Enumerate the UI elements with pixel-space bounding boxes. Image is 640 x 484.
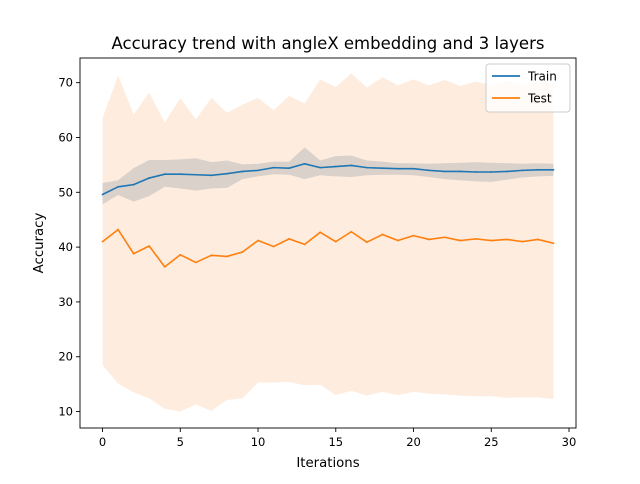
data-point-test: [552, 242, 555, 245]
data-point-test: [537, 238, 539, 241]
data-point-test: [412, 234, 415, 237]
data-point-train: [288, 167, 291, 170]
data-point-test: [148, 245, 151, 247]
data-point-test: [381, 233, 384, 236]
chart-title: Accuracy trend with angleX embedding and…: [112, 34, 545, 53]
data-point-test: [257, 239, 259, 242]
data-point-train: [397, 167, 399, 170]
data-point-train: [443, 170, 446, 173]
data-point-test: [319, 231, 322, 234]
y-tick-label: 70: [58, 76, 73, 90]
data-point-test: [490, 239, 493, 242]
x-tick-label: 25: [484, 435, 499, 449]
x-tick-label: 0: [99, 435, 106, 449]
ticks: 0 5 10 15 20 25 30 10 20 30 40 50 60 70: [58, 76, 576, 449]
data-point-train: [117, 185, 119, 188]
y-tick-label: 10: [58, 405, 73, 419]
legend: Train Test: [485, 63, 571, 113]
x-tick-label: 15: [328, 435, 343, 449]
data-point-train: [272, 166, 275, 169]
data-point-train: [381, 167, 384, 170]
data-point-test: [443, 236, 446, 239]
data-point-test: [101, 240, 104, 243]
plot-frame: [79, 57, 577, 429]
data-point-test: [288, 237, 291, 240]
data-point-test: [241, 251, 244, 253]
data-point-train: [350, 164, 353, 167]
data-point-test: [179, 253, 182, 256]
x-tick-label: 20: [406, 435, 421, 449]
data-point-train: [412, 167, 415, 170]
series-line-train: [102, 162, 554, 196]
data-point-test: [334, 240, 337, 243]
confidence-bands: [102, 73, 554, 412]
x-axis-label: Iterations: [296, 456, 359, 471]
data-point-train: [194, 173, 197, 176]
data-point-test: [428, 238, 430, 241]
y-tick-label: 40: [58, 240, 73, 254]
data-point-test: [117, 228, 119, 231]
data-point-test: [459, 239, 462, 242]
data-point-train: [257, 169, 259, 172]
series-lines: [101, 162, 555, 268]
y-tick-label: 30: [58, 295, 73, 309]
data-point-test: [521, 240, 524, 243]
legend-label-train: Train: [527, 70, 557, 84]
y-tick-label: 20: [58, 350, 73, 364]
y-tick-label: 50: [58, 185, 73, 199]
band-train: [102, 147, 554, 205]
y-tick-label: 60: [58, 130, 73, 144]
data-point-test: [397, 239, 399, 242]
x-tick-label: 10: [251, 435, 266, 449]
data-point-train: [303, 162, 306, 165]
data-point-test: [350, 230, 353, 233]
data-point-train: [101, 193, 104, 196]
data-point-train: [365, 166, 368, 169]
data-point-train: [459, 170, 462, 173]
data-point-train: [179, 173, 182, 176]
data-point-test: [272, 245, 275, 248]
y-axis-label: Accuracy: [32, 213, 47, 274]
data-point-test: [474, 237, 477, 240]
data-point-train: [428, 169, 430, 172]
data-point-test: [194, 261, 197, 264]
data-point-train: [537, 168, 539, 171]
data-point-train: [241, 170, 244, 173]
x-tick-label: 5: [177, 435, 184, 449]
data-point-test: [226, 255, 228, 258]
data-point-train: [474, 171, 477, 173]
legend-label-test: Test: [527, 92, 552, 106]
data-point-train: [132, 183, 135, 186]
data-point-train: [226, 172, 228, 175]
data-point-train: [334, 165, 337, 168]
x-tick-label: 30: [562, 435, 577, 449]
data-point-test: [163, 265, 166, 268]
axes: [79, 57, 577, 429]
data-point-train: [505, 170, 508, 173]
data-point-train: [148, 177, 151, 179]
data-point-test: [365, 241, 368, 244]
data-point-test: [210, 254, 213, 257]
data-point-train: [319, 166, 322, 169]
data-point-test: [132, 252, 135, 255]
data-point-train: [552, 168, 555, 171]
data-point-train: [210, 174, 213, 177]
data-point-test: [303, 243, 306, 246]
data-point-train: [490, 171, 493, 173]
data-point-train: [521, 169, 524, 172]
band-test: [102, 73, 554, 412]
series-line-test: [102, 228, 554, 268]
data-point-test: [505, 238, 508, 241]
data-point-train: [163, 173, 166, 176]
